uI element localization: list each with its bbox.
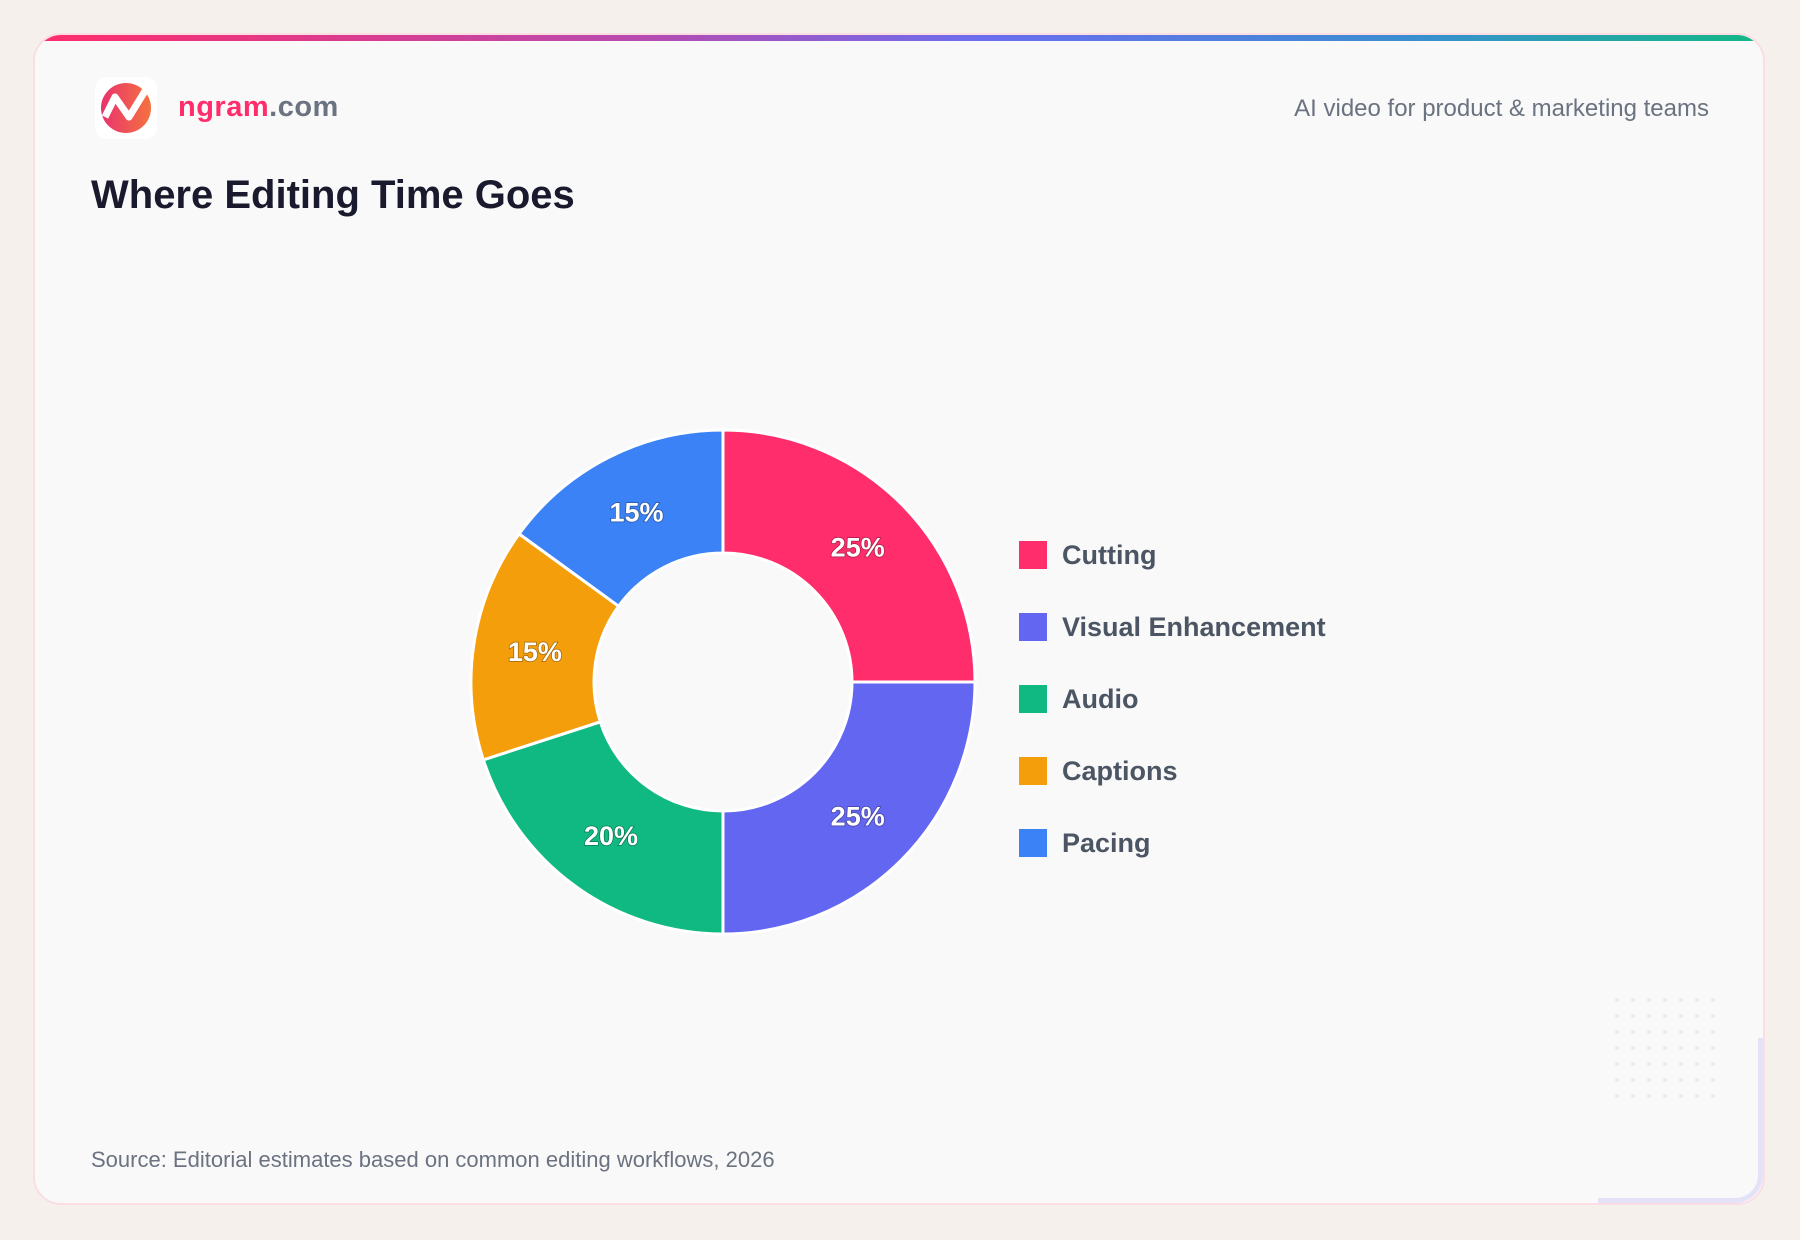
legend-label: Visual Enhancement (1062, 611, 1326, 642)
legend-item: Audio (1019, 663, 1326, 735)
data-label: 20% (584, 821, 638, 851)
chart-title: Where Editing Time Goes (91, 173, 575, 217)
legend-label: Audio (1062, 683, 1139, 714)
brand-main: ngram (178, 91, 270, 123)
legend-swatch (1019, 757, 1047, 785)
legend-item: Captions (1019, 735, 1326, 807)
brand-suffix: .com (269, 91, 339, 123)
slice-pacing (517, 428, 725, 609)
slice-cutting (721, 428, 977, 684)
legend-swatch (1019, 829, 1047, 857)
legend-label: Pacing (1062, 827, 1151, 858)
source-note: Source: Editorial estimates based on com… (91, 1147, 775, 1172)
data-label: 25% (831, 532, 885, 562)
dot-pattern-decoration (1609, 992, 1725, 1108)
chart-card: ngram.com AI video for product & marketi… (33, 33, 1765, 1205)
slice-captions (469, 531, 621, 762)
legend-label: Captions (1062, 755, 1178, 786)
data-label: 25% (831, 802, 885, 832)
data-label: 15% (508, 637, 562, 667)
slice-audio (481, 719, 725, 936)
legend-item: Cutting (1019, 519, 1326, 591)
gradient-accent-bar (35, 35, 1763, 41)
donut-chart: 25% 25% 20% 15% 15% (469, 428, 977, 936)
legend-swatch (1019, 541, 1047, 569)
legend-label: Cutting (1062, 539, 1157, 570)
ngram-logo-icon (95, 77, 157, 139)
legend-item: Pacing (1019, 807, 1326, 879)
brand-name: ngram.com (178, 91, 339, 124)
corner-decoration (1598, 1038, 1763, 1203)
legend-swatch (1019, 685, 1047, 713)
tagline: AI video for product & marketing teams (1294, 95, 1709, 122)
chart-legend: Cutting Visual Enhancement Audio Captions Pa… (1019, 519, 1326, 879)
data-label: 15% (609, 497, 663, 527)
slice-visual-enhancement (721, 680, 977, 936)
legend-swatch (1019, 613, 1047, 641)
legend-item: Visual Enhancement (1019, 591, 1326, 663)
